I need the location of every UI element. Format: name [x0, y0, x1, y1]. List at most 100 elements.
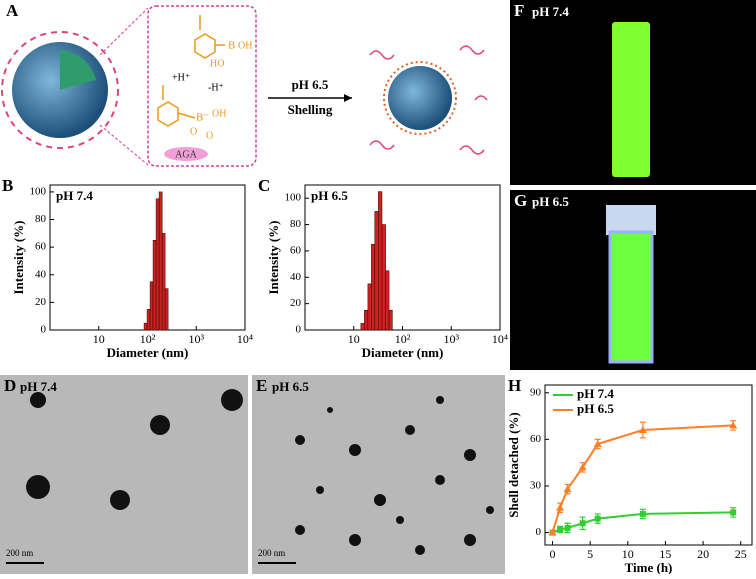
chart: CpH 6.5 10 10² 10³ 10⁴ 0 20 40 60 80 100 Diameter (…: [258, 176, 508, 360]
x-tick-label: 25: [735, 547, 747, 561]
label: O: [190, 126, 197, 137]
arrow-head: [344, 94, 352, 102]
label: OH: [238, 40, 252, 51]
panel-letter: A: [6, 1, 19, 20]
scale-label: 200 nm: [6, 548, 33, 558]
shell-chains: [1, 31, 119, 149]
marker: [548, 528, 557, 536]
marker: [557, 526, 564, 533]
chart: H 0 5 10 15 20 25 0 30 60 90 Time (h) Shell detached…: [506, 376, 753, 575]
x-axis-label: Diameter (nm): [107, 345, 189, 360]
x-tick-label: 10²: [140, 332, 156, 346]
panel-letter: E: [256, 376, 267, 395]
y-axis-label: Intensity (%): [11, 220, 26, 294]
marker: [594, 515, 601, 522]
y-tick-label: 40: [290, 271, 302, 283]
y-tick-label: 90: [530, 386, 542, 398]
x-tick-label: 10: [622, 547, 634, 561]
photo-label: pH 7.4: [532, 4, 569, 19]
panel-letter: G: [514, 191, 527, 210]
panel-letter: D: [4, 376, 16, 395]
x-tick-label: 10⁴: [237, 332, 253, 346]
y-tick-label: 100: [285, 192, 302, 204]
x-tick-label: 20: [697, 547, 709, 561]
x-tick-label: 10: [93, 332, 105, 346]
x-tick-label: 5: [587, 547, 593, 561]
label: B: [228, 40, 235, 52]
y-axis-label: Intensity (%): [266, 220, 281, 294]
panel-letter: F: [514, 1, 524, 20]
photo-g: G pH 6.5: [510, 190, 756, 370]
particles: [295, 396, 494, 555]
y-tick-label: 60: [290, 244, 302, 256]
y-tick-label: 80: [290, 218, 302, 230]
x-axis-label: Time (h): [625, 560, 673, 574]
label: B⁻: [196, 112, 209, 124]
chart-title: pH 6.5: [311, 188, 348, 203]
panel-letter: H: [508, 376, 521, 395]
label: +H⁺: [172, 72, 190, 83]
bar: [161, 233, 166, 331]
legend-label: pH 7.4: [577, 386, 614, 401]
phenylboronic: [194, 15, 225, 59]
y-tick-label: 60: [530, 433, 542, 445]
phenylboronate: [157, 85, 196, 127]
x-axis-label: Diameter (nm): [362, 345, 444, 360]
particle: [26, 475, 50, 499]
marker: [593, 440, 602, 448]
arrow-label: Shelling: [288, 102, 333, 117]
x-tick-label: 10: [348, 332, 360, 346]
panel-letter: C: [258, 176, 270, 195]
bar: [143, 322, 148, 331]
marker: [556, 503, 565, 511]
marker: [639, 510, 646, 517]
bar: [158, 191, 163, 331]
y-tick-label: 40: [35, 268, 47, 280]
y-tick-label: 100: [30, 185, 47, 197]
y-tick-label: 30: [530, 480, 542, 492]
label: OH: [212, 108, 226, 119]
y-axis-label: Shell detached (%): [506, 412, 521, 517]
label: O: [206, 130, 213, 141]
core-cut: [60, 50, 96, 90]
zoom-box: [147, 5, 257, 167]
tem-image: [0, 375, 248, 574]
chart-title: pH 7.4: [56, 188, 93, 203]
particle: [30, 392, 46, 408]
y-tick-label: 80: [35, 213, 47, 225]
marker: [578, 463, 587, 471]
bar: [364, 309, 369, 331]
bar: [164, 288, 169, 331]
bar: [371, 244, 376, 331]
bar: [146, 309, 151, 331]
x-tick-label: 15: [659, 547, 671, 561]
tem-label: pH 6.5: [272, 379, 309, 394]
x-tick-label: 10³: [443, 332, 459, 346]
x-tick-label: 10⁴: [492, 332, 508, 346]
tem-e: E pH 6.5 200 nm: [252, 375, 505, 574]
bar: [149, 281, 154, 331]
x-tick-label: 0: [550, 547, 556, 561]
marker: [579, 520, 586, 527]
photo-label: pH 6.5: [532, 194, 569, 209]
schematic: A B OH HO +H⁺ -H⁺ B⁻ OH O O AGA pH 6.5 S…: [1, 1, 488, 167]
vial-cap: [606, 205, 656, 235]
vial: [608, 230, 654, 364]
bar: [367, 283, 372, 331]
legend-label: pH 6.5: [577, 401, 614, 416]
plot-frame: [544, 384, 753, 546]
bar: [155, 198, 160, 331]
tem-label: pH 7.4: [20, 379, 57, 394]
arrow-label: pH 6.5: [292, 77, 329, 92]
tem-image: [252, 375, 505, 574]
photo-f: F pH 7.4: [510, 0, 756, 185]
label: HO: [210, 58, 224, 69]
tem-d: D pH 7.4 200 nm: [0, 375, 248, 574]
marker: [730, 509, 737, 516]
particle: [221, 389, 243, 411]
y-tick-label: 20: [35, 296, 47, 308]
y-tick-label: 60: [35, 241, 47, 253]
marker: [729, 421, 738, 429]
